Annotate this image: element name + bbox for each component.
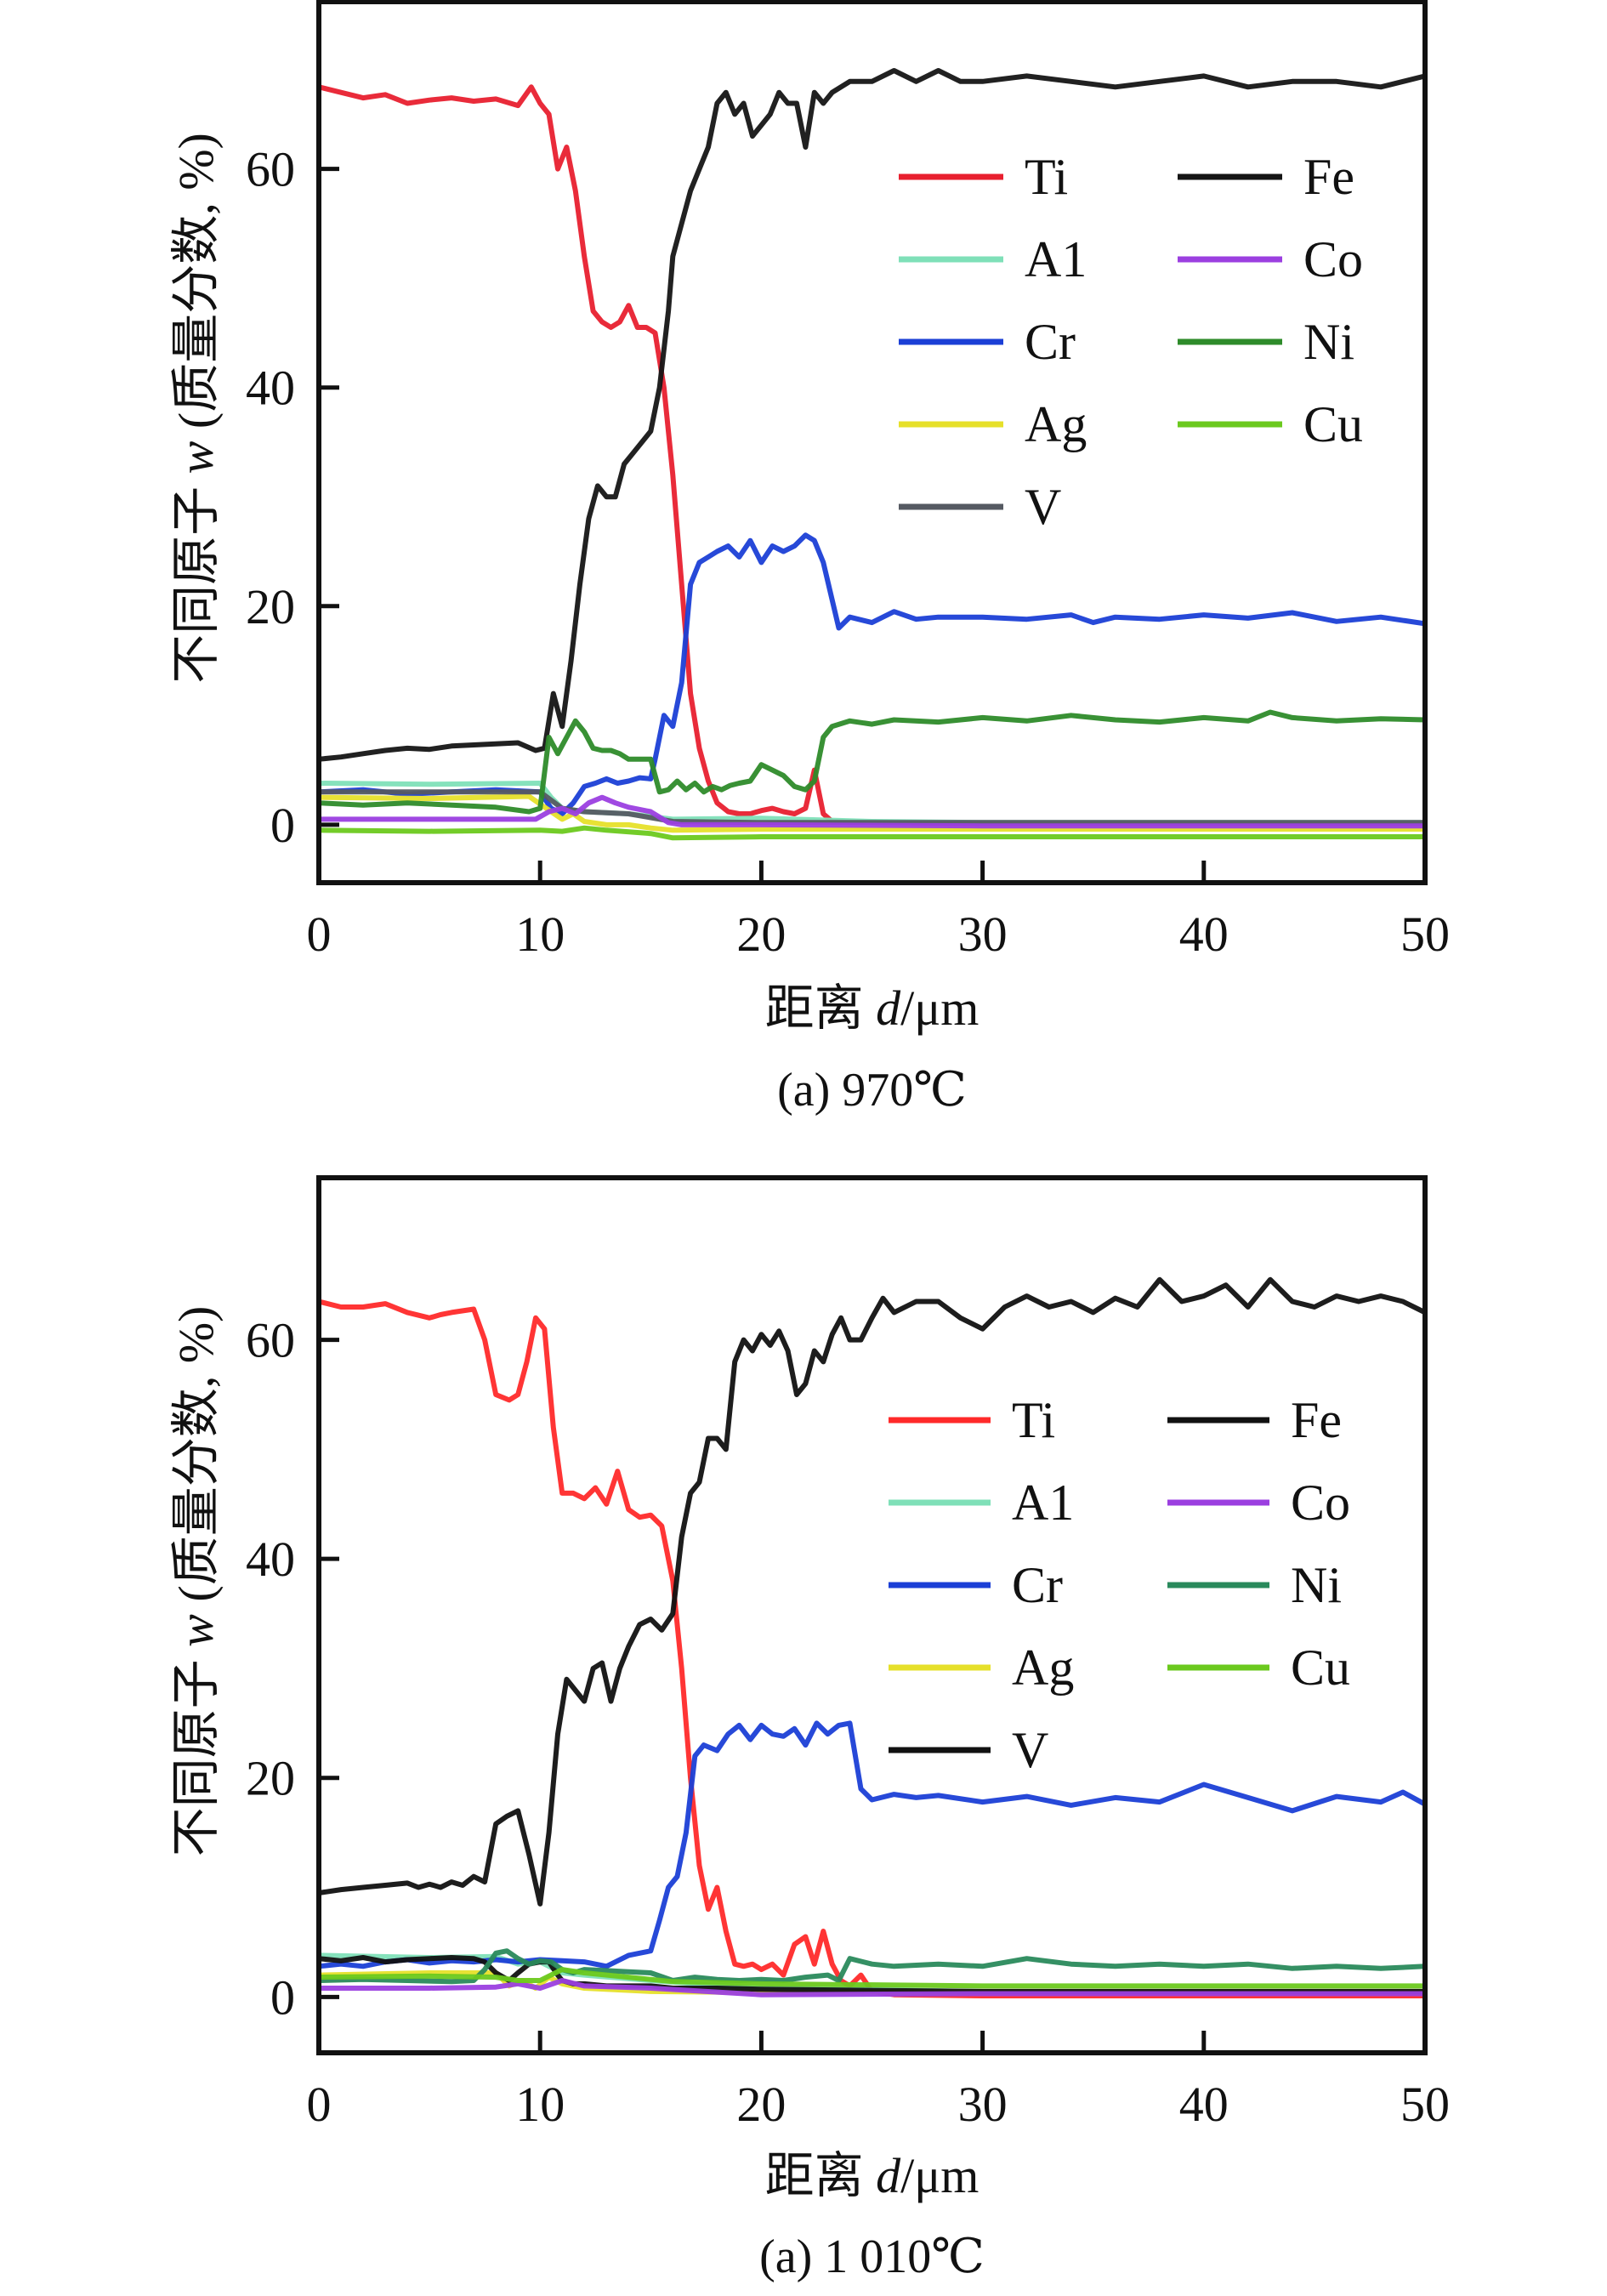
series-line-ni xyxy=(319,709,1425,815)
legend-label: Ag xyxy=(1012,1640,1074,1696)
legend-item-cr: Cr xyxy=(889,1557,1063,1613)
x-axis-label-unit: /μm xyxy=(900,980,979,1036)
legend-label: Co xyxy=(1303,231,1363,287)
y-axis-label-suffix: (质量分数, %) xyxy=(168,1306,224,1614)
legend-label: Ni xyxy=(1303,314,1354,370)
legend-item-fe: Fe xyxy=(1178,149,1354,205)
legend-item-co: Co xyxy=(1167,1475,1350,1531)
legend-item-cu: Cu xyxy=(1178,396,1363,452)
legend-label: Ni xyxy=(1291,1557,1342,1613)
legend-item-a1: A1 xyxy=(889,1475,1074,1531)
x-axis-label-var: d xyxy=(876,2148,901,2203)
x-tick-label: 40 xyxy=(1179,906,1229,962)
x-axis-label: 距离 d/μm xyxy=(765,2148,980,2203)
legend-item-v: V xyxy=(889,1722,1048,1778)
x-tick-label: 30 xyxy=(958,906,1008,962)
x-tick-label: 20 xyxy=(736,2077,786,2132)
y-tick-label: 40 xyxy=(246,1532,295,1587)
y-tick-label: 60 xyxy=(246,142,295,197)
series-line-cr xyxy=(319,1720,1425,1969)
legend-label: Co xyxy=(1291,1475,1350,1531)
y-axis-label: 不同原子 w (质量分数, %) xyxy=(168,133,224,684)
legend-label: V xyxy=(1012,1722,1048,1778)
legend-item-cr: Cr xyxy=(899,314,1076,370)
x-axis-label-unit: /μm xyxy=(900,2148,979,2203)
y-axis-label: 不同原子 w (质量分数, %) xyxy=(168,1306,224,1857)
x-tick-label: 40 xyxy=(1179,2077,1229,2132)
y-axis-label-var: w xyxy=(168,440,224,474)
chart-1010c: 0 10 20 30 40 50 0 20 40 60 不同原子 w (质量分数, %) 距离 d/μ… xyxy=(0,1148,1607,2296)
legend-label: Ag xyxy=(1025,396,1087,452)
legend: Ti A1 Cr Ag V Fe Co Ni Cu xyxy=(899,149,1363,535)
legend-item-ni: Ni xyxy=(1167,1557,1342,1613)
legend-item-fe: Fe xyxy=(1167,1392,1342,1448)
chart-1010c-svg: 0 10 20 30 40 50 0 20 40 60 不同原子 w (质量分数, %) 距离 d/μ… xyxy=(168,1175,1450,2283)
y-tick-label: 20 xyxy=(246,1751,295,1806)
legend-label: Ti xyxy=(1012,1392,1055,1448)
legend-item-ag: Ag xyxy=(899,396,1087,452)
x-tick-label: 50 xyxy=(1400,2077,1450,2132)
series-line-cr xyxy=(319,532,1425,816)
series-line-cu xyxy=(319,1967,1425,1989)
x-axis-label-var: d xyxy=(876,980,901,1036)
series-line-fe xyxy=(319,68,1425,762)
series-group xyxy=(319,1276,1425,1998)
legend-label: Fe xyxy=(1303,149,1354,205)
x-tick-label: 50 xyxy=(1400,906,1450,962)
legend-label: Cr xyxy=(1012,1557,1063,1613)
legend-label: Cu xyxy=(1291,1640,1350,1696)
legend: Ti A1 Cr Ag V Fe Co Ni Cu xyxy=(889,1392,1350,1778)
y-tick-label: 0 xyxy=(270,1969,295,2025)
series-line-ni xyxy=(319,1948,1425,1985)
legend-item-co: Co xyxy=(1178,231,1363,287)
series-line-ag xyxy=(319,793,1425,833)
x-tick-label: 0 xyxy=(307,906,332,962)
y-tick-label: 0 xyxy=(270,798,295,853)
legend-label: A1 xyxy=(1025,231,1087,287)
y-tick-label: 60 xyxy=(246,1313,295,1368)
legend-label: A1 xyxy=(1012,1475,1074,1531)
y-tick-label: 40 xyxy=(246,361,295,416)
legend-label: Cr xyxy=(1025,314,1076,370)
series-line-v xyxy=(319,789,1425,826)
legend-item-cu: Cu xyxy=(1167,1640,1350,1696)
series-group xyxy=(319,68,1425,841)
y-axis-label-suffix: (质量分数, %) xyxy=(168,133,224,440)
chart-970c: 0 10 20 30 40 50 0 20 40 60 不同原子 w (质量分数, %) 距离 d/μ… xyxy=(168,0,1450,1117)
legend-item-ni: Ni xyxy=(1178,314,1354,370)
series-line-cu xyxy=(319,825,1425,841)
plot-frame xyxy=(316,0,1428,885)
x-tick-label: 30 xyxy=(958,2077,1008,2132)
legend-item-v: V xyxy=(899,479,1061,535)
legend-label: Fe xyxy=(1291,1392,1342,1448)
chart-caption: (a) 1 010℃ xyxy=(759,2231,985,2283)
x-tick-label: 10 xyxy=(515,906,565,962)
x-axis-label-prefix: 距离 xyxy=(765,980,877,1036)
series-line-co xyxy=(319,794,1425,829)
legend-item-ag: Ag xyxy=(889,1640,1074,1696)
series-line-fe xyxy=(319,1276,1425,1907)
legend-label: Cu xyxy=(1303,396,1363,452)
legend-item-a1: A1 xyxy=(899,231,1087,287)
y-tick-label: 20 xyxy=(246,579,295,634)
legend-label: V xyxy=(1025,479,1061,535)
x-tick-label: 10 xyxy=(515,2077,565,2132)
chart-caption: (a) 970℃ xyxy=(777,1064,967,1117)
series-line-ti xyxy=(319,84,1425,827)
x-tick-label: 0 xyxy=(307,2077,332,2132)
legend-item-ti: Ti xyxy=(889,1392,1055,1448)
x-axis-label: 距离 d/μm xyxy=(765,980,980,1036)
chart-970c-svg: 0 10 20 30 40 50 0 20 40 60 不同原子 w (质量分数, %) 距离 d/μ… xyxy=(168,0,1450,1117)
x-tick-label: 20 xyxy=(736,906,786,962)
series-line-co xyxy=(319,1978,1425,1998)
legend-label: Ti xyxy=(1025,149,1068,205)
legend-item-ti: Ti xyxy=(899,149,1068,205)
series-line-v xyxy=(319,1955,1425,1994)
plot-frame xyxy=(316,1175,1428,2055)
y-axis-label-prefix: 不同原子 xyxy=(168,474,224,684)
series-line-ti xyxy=(319,1299,1425,1998)
y-axis-label-var: w xyxy=(168,1614,224,1647)
x-axis-label-prefix: 距离 xyxy=(765,2148,877,2203)
y-axis-label-prefix: 不同原子 xyxy=(168,1647,224,1857)
